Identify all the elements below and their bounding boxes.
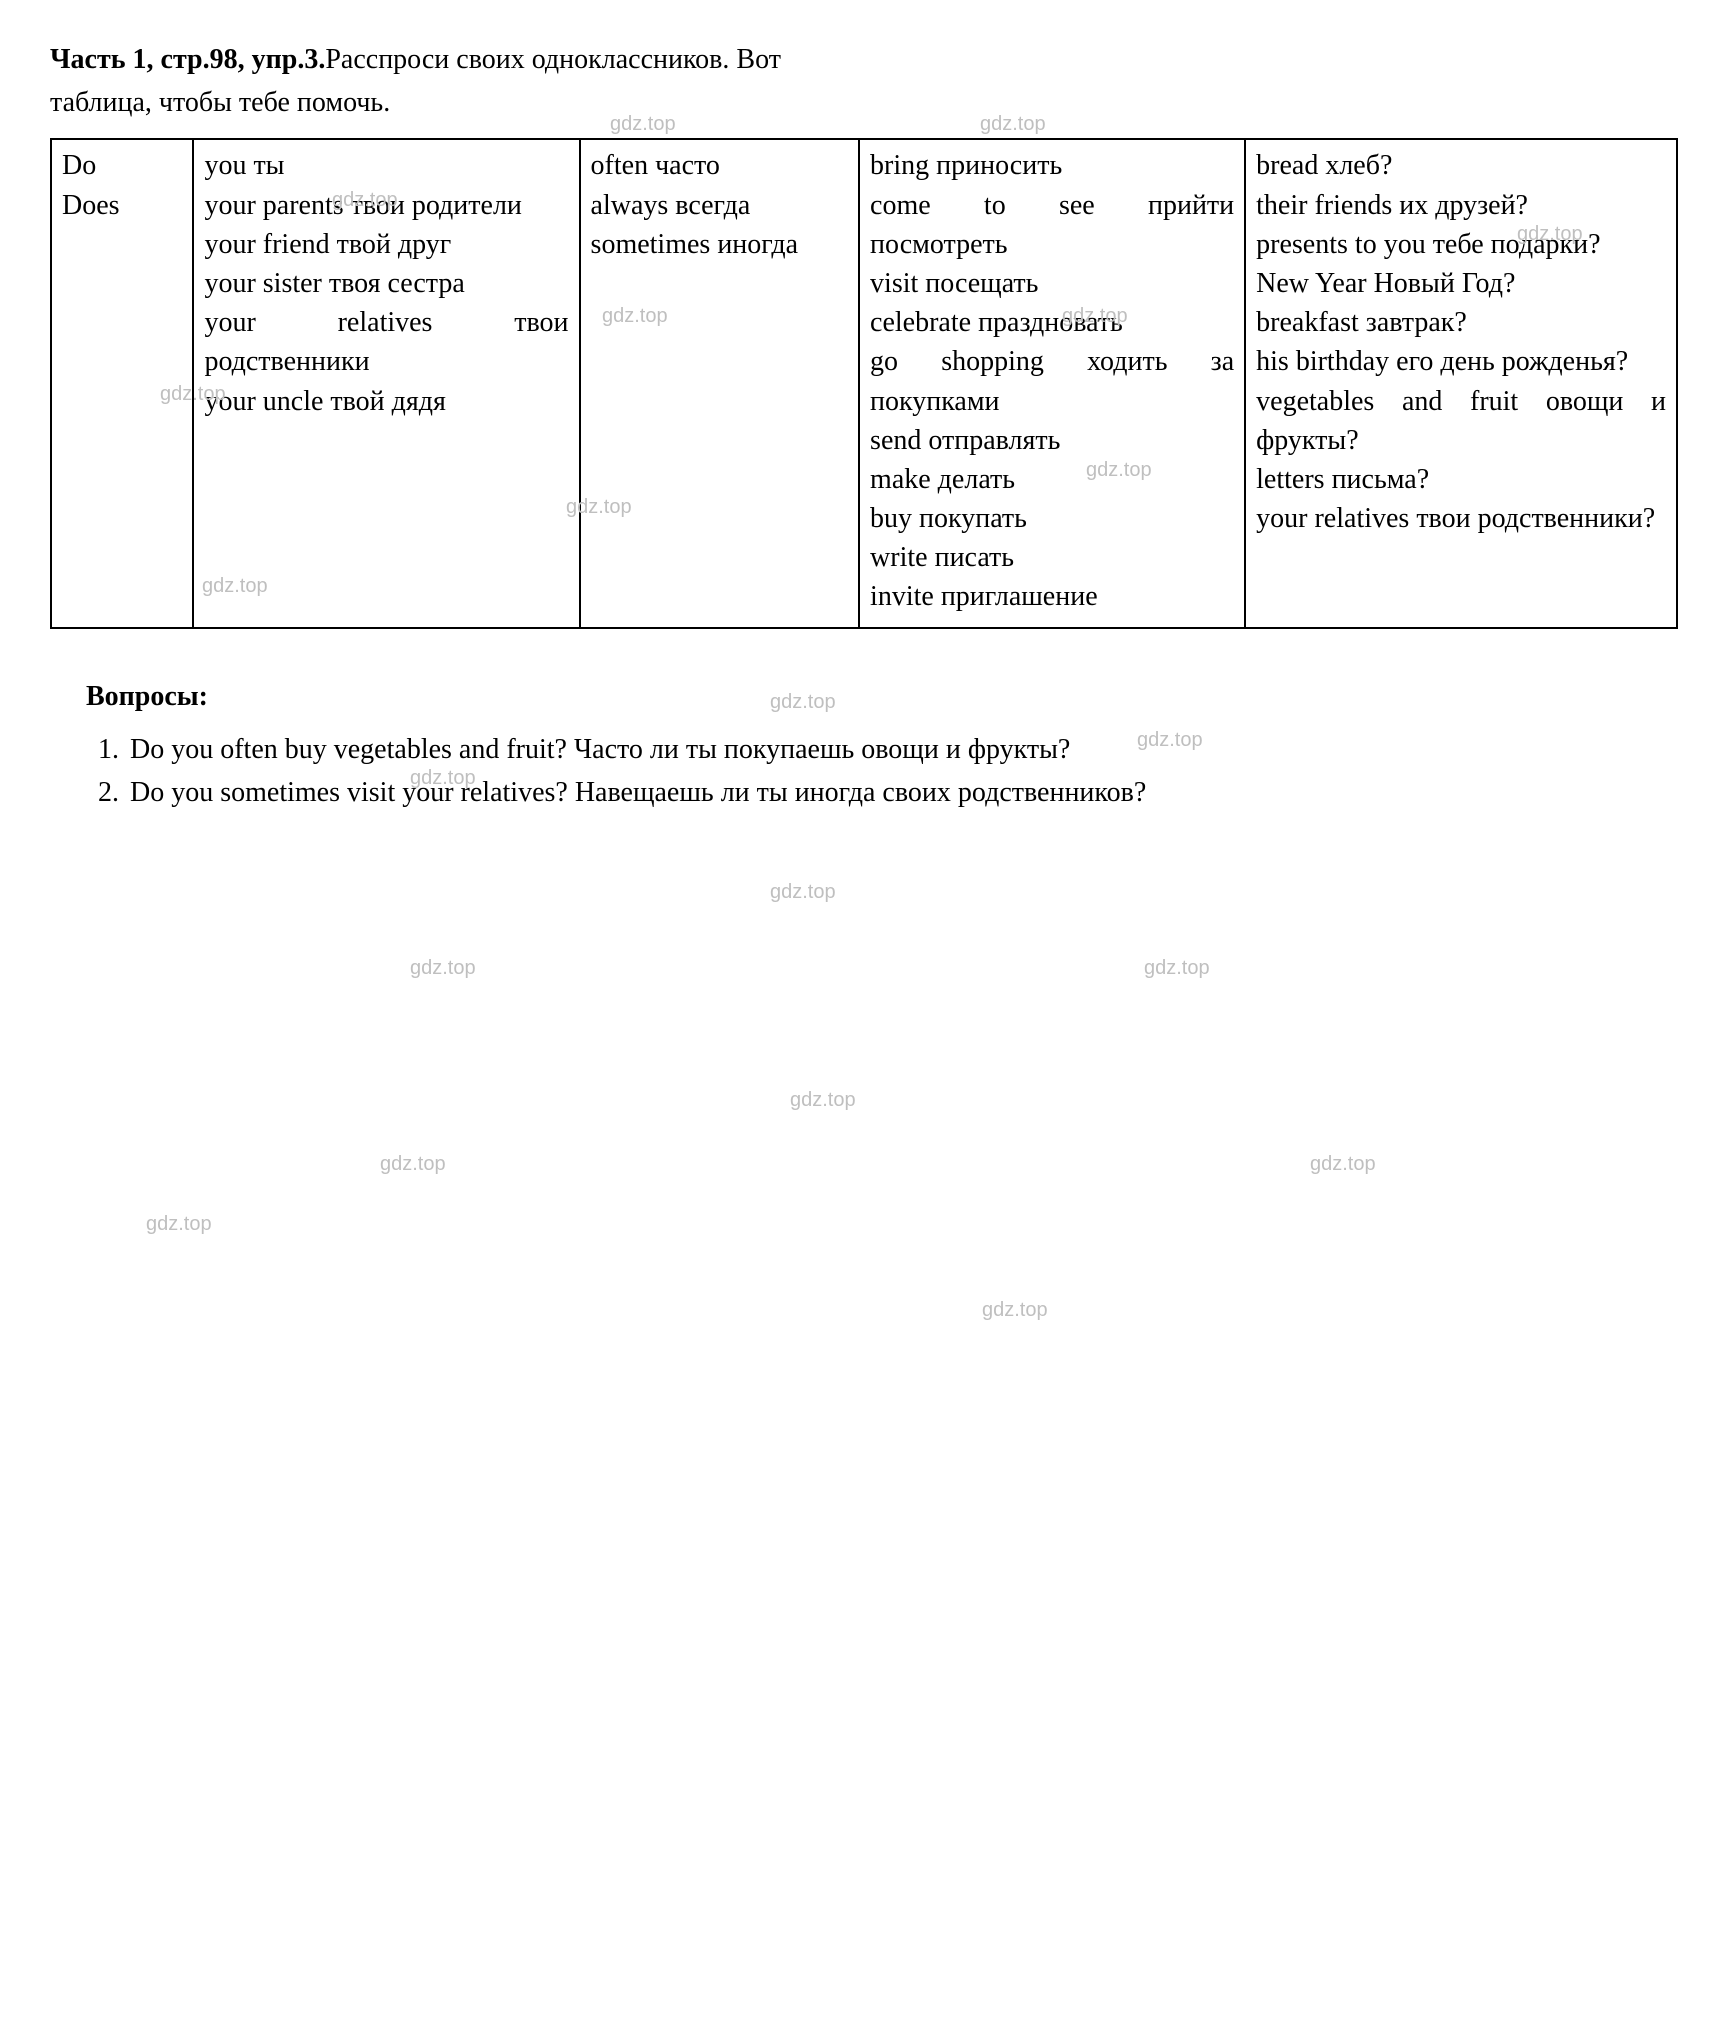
cell-line: go shopping ходить за покупками [870, 342, 1234, 420]
questions-list: Do you often buy vegetables and fruit? Ч… [126, 730, 1678, 812]
cell-line: visit посещать [870, 264, 1234, 303]
watermark-text: gdz.top [410, 954, 476, 982]
header-rest-1: Расспроси своих одноклассников. Вот [325, 44, 781, 75]
cell-line: his birthday его день рожденья? [1256, 342, 1666, 381]
cell-line: presents to you тебе подарки? [1256, 225, 1666, 264]
cell-line: your relatives твои родственники? [1256, 499, 1666, 538]
cell-line: their friends их друзей? [1256, 186, 1666, 225]
vocab-table: DoDoes you тыyour parents твои родителиy… [50, 138, 1678, 628]
cell-line: come to see прийти посмотреть [870, 186, 1234, 264]
watermark-text: gdz.top [146, 1210, 212, 1238]
cell-line: buy покупать [870, 499, 1234, 538]
cell-line: letters письма? [1256, 460, 1666, 499]
cell-verbs: bring приноситьcome to see прийти посмот… [859, 139, 1245, 627]
cell-line: bring приносить [870, 146, 1234, 185]
cell-line: send отправлять [870, 421, 1234, 460]
watermark-text: gdz.top [1144, 954, 1210, 982]
cell-adverbs: often частоalways всегдаsometimes иногда [580, 139, 860, 627]
cell-line: breakfast завтрак? [1256, 303, 1666, 342]
table-row: DoDoes you тыyour parents твои родителиy… [51, 139, 1677, 627]
page: Часть 1, стр.98, упр.3.Расспроси своих о… [50, 40, 1678, 812]
header-bold: Часть 1, стр.98, упр.3. [50, 44, 325, 75]
list-item: Do you sometimes visit your relatives? Н… [126, 773, 1678, 812]
watermark-text: gdz.top [790, 1086, 856, 1114]
cell-line: Does [62, 186, 182, 225]
watermark-text: gdz.top [1310, 1150, 1376, 1178]
cell-line: write писать [870, 538, 1234, 577]
list-item: Do you often buy vegetables and fruit? Ч… [126, 730, 1678, 769]
cell-line: your uncle твой дядя [204, 382, 568, 421]
cell-line: your parents твои родители [204, 186, 568, 225]
cell-line: New Year Новый Год? [1256, 264, 1666, 303]
cell-line: invite приглашение [870, 577, 1234, 616]
cell-line: bread хлеб? [1256, 146, 1666, 185]
watermark-text: gdz.top [380, 1150, 446, 1178]
cell-line: your sister твоя сестра [204, 264, 568, 303]
questions-title: Вопросы: [86, 677, 1678, 716]
cell-line: Do [62, 146, 182, 185]
header-line-2: таблица, чтобы тебе помочь. [50, 83, 1678, 122]
cell-objects: bread хлеб?their friends их друзей?prese… [1245, 139, 1677, 627]
cell-line: your friend твой друг [204, 225, 568, 264]
cell-line: celebrate праздновать [870, 303, 1234, 342]
cell-line: always всегда [591, 186, 849, 225]
cell-line: vegetables and fruit овощи и фрукты? [1256, 382, 1666, 460]
watermark-text: gdz.top [770, 878, 836, 906]
cell-aux: DoDoes [51, 139, 193, 627]
cell-line: make делать [870, 460, 1234, 499]
cell-line: often часто [591, 146, 849, 185]
watermark-text: gdz.top [982, 1296, 1048, 1324]
header-line-1: Часть 1, стр.98, упр.3.Расспроси своих о… [50, 40, 1678, 79]
cell-line: sometimes иногда [591, 225, 849, 264]
cell-line: your relatives твои родственники [204, 303, 568, 381]
cell-line: you ты [204, 146, 568, 185]
cell-subjects: you тыyour parents твои родителиyour fri… [193, 139, 579, 627]
